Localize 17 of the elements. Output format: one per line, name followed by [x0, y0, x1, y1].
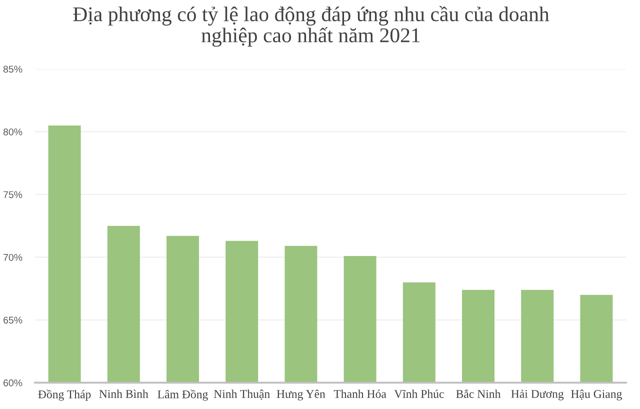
- chart-title: Địa phương có tỷ lệ lao động đáp ứng nhu cầu của doanh nghiệp cao nhất năm 2021: [73, 6, 550, 47]
- x-tick-label: Vĩnh Phúc: [394, 390, 444, 398]
- y-tick-label: 70%: [4, 254, 22, 261]
- x-tick-label: Bắc Ninh: [456, 389, 501, 398]
- x-tick-label: Thanh Hóa: [334, 390, 386, 398]
- y-tick-label: 65%: [4, 316, 22, 324]
- y-tick-label: 80%: [3, 128, 22, 136]
- x-tick-label: Đồng Tháp: [38, 390, 91, 401]
- y-tick-label: 60%: [4, 379, 22, 386]
- x-tick-label: Ninh Thuận: [214, 390, 270, 400]
- x-tick-label: Lâm Đồng: [158, 390, 208, 401]
- y-tick-label: 75%: [4, 191, 22, 198]
- x-tick-label: Hải Dương: [511, 390, 564, 400]
- y-tick-label: 85%: [3, 66, 22, 73]
- x-tick-label: Hưng Yên: [276, 390, 326, 400]
- x-tick-label: Hậu Giang: [571, 390, 622, 400]
- x-tick-label: Ninh Bình: [99, 390, 148, 398]
